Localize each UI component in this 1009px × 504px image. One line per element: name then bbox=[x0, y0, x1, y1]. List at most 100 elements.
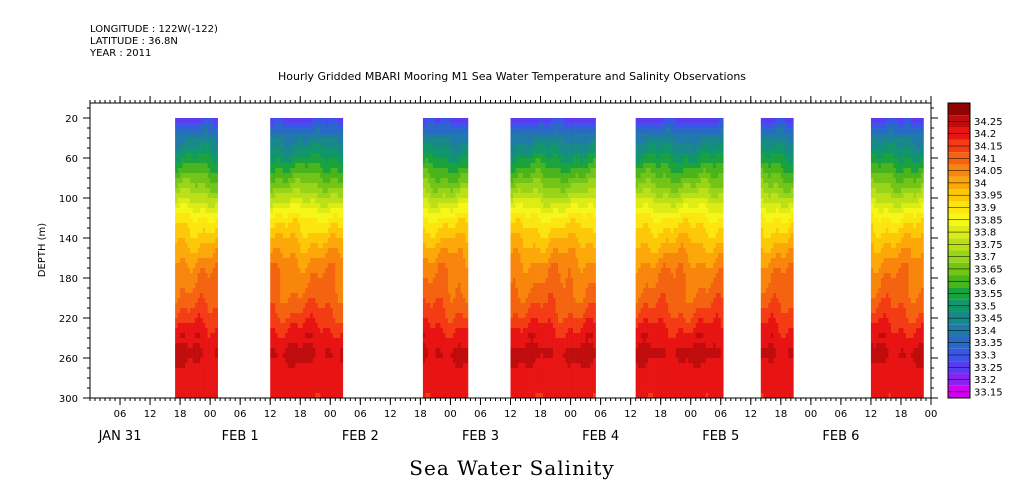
salinity-cell bbox=[437, 323, 441, 329]
salinity-cell bbox=[425, 173, 429, 179]
salinity-cell bbox=[190, 263, 193, 269]
salinity-cell bbox=[535, 313, 539, 319]
salinity-cell bbox=[440, 303, 444, 309]
salinity-cell bbox=[282, 153, 286, 159]
salinity-cell bbox=[555, 138, 559, 144]
salinity-cell bbox=[207, 158, 211, 164]
salinity-cell bbox=[553, 278, 556, 284]
salinity-cell bbox=[570, 278, 574, 284]
salinity-cell bbox=[528, 183, 531, 189]
salinity-cell bbox=[200, 368, 203, 374]
salinity-cell bbox=[445, 368, 449, 374]
salinity-cell bbox=[327, 318, 331, 324]
salinity-cell bbox=[555, 308, 559, 314]
salinity-cell bbox=[215, 233, 218, 239]
salinity-cell bbox=[310, 193, 314, 199]
salinity-cell bbox=[545, 148, 549, 154]
salinity-cell bbox=[315, 158, 319, 164]
salinity-cell bbox=[432, 333, 436, 339]
salinity-cell bbox=[282, 293, 286, 299]
salinity-cell bbox=[320, 343, 324, 349]
salinity-cell bbox=[425, 148, 429, 154]
salinity-cell bbox=[302, 183, 306, 189]
salinity-cell bbox=[437, 388, 441, 394]
salinity-cell bbox=[563, 208, 566, 214]
salinity-cell bbox=[558, 183, 561, 189]
salinity-cell bbox=[545, 378, 549, 384]
salinity-cell bbox=[530, 353, 534, 359]
salinity-cell bbox=[560, 163, 564, 169]
salinity-cell bbox=[310, 298, 314, 304]
salinity-cell bbox=[568, 318, 571, 324]
salinity-cell bbox=[207, 133, 211, 139]
salinity-cell bbox=[182, 288, 186, 294]
salinity-cell bbox=[457, 278, 461, 284]
salinity-cell bbox=[270, 288, 274, 294]
salinity-cell bbox=[317, 358, 321, 364]
salinity-cell bbox=[305, 198, 309, 204]
salinity-cell bbox=[525, 348, 529, 354]
salinity-cell bbox=[315, 213, 319, 219]
salinity-cell bbox=[510, 228, 514, 234]
salinity-cell bbox=[538, 328, 541, 334]
salinity-cell bbox=[455, 198, 459, 204]
salinity-cell bbox=[435, 193, 439, 199]
salinity-cell bbox=[528, 148, 531, 154]
salinity-cell bbox=[295, 368, 299, 374]
salinity-cell bbox=[427, 248, 431, 254]
salinity-cell bbox=[310, 333, 314, 339]
salinity-cell bbox=[187, 133, 191, 139]
salinity-cell bbox=[548, 208, 551, 214]
salinity-cell bbox=[565, 318, 569, 324]
salinity-cell bbox=[465, 323, 469, 329]
salinity-cell bbox=[305, 173, 309, 179]
salinity-cell bbox=[300, 263, 304, 269]
salinity-cell bbox=[277, 238, 281, 244]
salinity-cell bbox=[447, 168, 451, 174]
salinity-cell bbox=[275, 338, 279, 344]
salinity-cell bbox=[180, 178, 183, 184]
salinity-cell bbox=[543, 193, 546, 199]
salinity-cell bbox=[430, 173, 434, 179]
salinity-cell bbox=[432, 193, 436, 199]
salinity-cell bbox=[465, 218, 469, 224]
salinity-cell bbox=[200, 288, 203, 294]
salinity-cell bbox=[553, 223, 556, 229]
salinity-cell bbox=[523, 228, 526, 234]
salinity-cell bbox=[528, 233, 531, 239]
salinity-cell bbox=[317, 123, 321, 129]
salinity-cell bbox=[460, 138, 464, 144]
salinity-cell bbox=[335, 183, 339, 189]
salinity-cell bbox=[510, 233, 514, 239]
salinity-cell bbox=[553, 383, 556, 389]
salinity-cell bbox=[300, 363, 304, 369]
salinity-cell bbox=[332, 178, 336, 184]
salinity-cell bbox=[327, 393, 331, 399]
salinity-cell bbox=[543, 348, 546, 354]
salinity-cell bbox=[305, 243, 309, 249]
salinity-cell bbox=[465, 178, 469, 184]
salinity-cell bbox=[177, 293, 181, 299]
salinity-cell bbox=[332, 348, 336, 354]
salinity-cell bbox=[175, 138, 178, 144]
salinity-cell bbox=[300, 278, 304, 284]
salinity-cell bbox=[205, 228, 208, 234]
salinity-cell bbox=[440, 183, 444, 189]
salinity-cell bbox=[563, 158, 566, 164]
salinity-cell bbox=[432, 238, 436, 244]
salinity-cell bbox=[282, 133, 286, 139]
salinity-cell bbox=[200, 308, 203, 314]
salinity-cell bbox=[442, 128, 446, 134]
salinity-cell bbox=[563, 368, 566, 374]
salinity-cell bbox=[337, 373, 341, 379]
salinity-cell bbox=[440, 313, 444, 319]
salinity-cell bbox=[272, 198, 276, 204]
salinity-cell bbox=[187, 383, 191, 389]
salinity-cell bbox=[317, 298, 321, 304]
salinity-cell bbox=[553, 243, 556, 249]
salinity-cell bbox=[325, 163, 329, 169]
salinity-cell bbox=[300, 203, 304, 209]
salinity-cell bbox=[427, 378, 431, 384]
salinity-cell bbox=[568, 313, 571, 319]
salinity-cell bbox=[335, 293, 339, 299]
